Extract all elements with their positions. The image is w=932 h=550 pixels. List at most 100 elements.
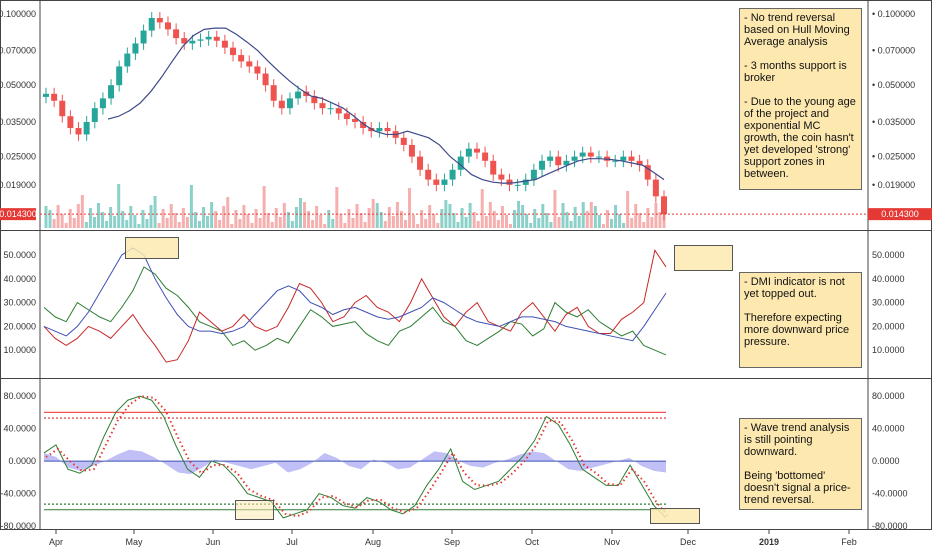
wt-y-tick-left: -40.0000 [0,489,36,499]
candle-body [116,66,123,86]
volume-bar [153,196,157,228]
candle-body [270,85,277,101]
candle-body [408,144,415,157]
wt-y-tick-right: 0.0000 [872,456,900,466]
volume-bar [622,223,626,228]
volume-bar [642,222,646,228]
volume-bar [56,205,60,228]
volume-bar [68,209,72,228]
candle-body [449,169,456,180]
candle-body [522,179,529,185]
volume-bar [173,213,177,228]
dmi-y-tick-left: 10.0000 [3,345,36,355]
volume-bar [181,208,185,228]
volume-bar [545,213,549,228]
volume-bar [448,204,452,228]
volume-bar [121,211,125,228]
candle-body [140,30,147,44]
volume-bar [137,224,141,228]
price-y-tick-left: 0.100000 [0,9,36,19]
candle-body [595,156,602,158]
price-y-tick-right: • 0.100000 [872,9,915,19]
volume-bar [169,204,173,228]
volume-bar [60,214,64,228]
dmi-series-line [43,266,667,356]
volume-bar [206,216,210,228]
candle-body [246,61,253,67]
volume-bar [597,215,601,228]
volume-bar [525,214,529,228]
candle-body [498,174,505,180]
volume-bar [258,218,262,228]
wt-histogram-area [44,449,666,475]
axes: Apr May Jun Jul Aug Sep Oct Nov Dec 2019 Feb 0.1000… [0,9,932,547]
x-tick-label: Feb [841,537,857,547]
volume-bar [484,216,488,228]
wt-y-tick-right: -40.0000 [872,489,908,499]
volume-bar [630,218,634,228]
dmi-panel[interactable] [43,247,667,363]
volume-bar [149,205,153,228]
candle-body [368,128,375,132]
volume-bar [553,190,557,228]
dmi-series-line [43,247,667,342]
volume-bar [614,205,618,228]
volume-bar [468,203,472,228]
candle-body [628,156,635,161]
volume-bar [476,221,480,228]
candle-body [506,179,513,185]
candle-body [465,148,472,157]
candle-body [238,55,245,62]
volume-bar [250,223,254,228]
candle-body [490,160,497,175]
volume-bar [226,197,230,228]
volume-bar [488,202,492,228]
volume-bar [391,216,395,228]
volume-bar [84,222,88,228]
candle-body [221,40,228,48]
candle-body [303,91,310,97]
volume-bar [129,206,133,228]
volume-bar [472,212,476,228]
price-y-tick-left: 0.070000 [0,46,36,56]
candle-body [181,38,188,44]
price-y-tick-right: • 0.025000 [872,152,915,162]
candle-body [286,98,293,109]
volume-bar [80,195,84,228]
volume-bar [363,222,367,228]
volume-bar [64,223,68,228]
candle-body [173,29,180,39]
volume-bar [367,208,371,228]
candle-body [295,91,302,99]
volume-bar [197,221,201,228]
wavetrend-panel[interactable] [43,395,669,519]
volume-bar [609,219,613,228]
x-tick-label: Nov [604,537,621,547]
volume-bar [517,201,521,228]
candle-body [327,108,334,110]
volume-bar [509,224,513,228]
candle-body [230,47,237,56]
volume-bar [88,208,92,228]
volume-bar [246,214,250,228]
volume-bar [113,216,117,228]
volume-bar [428,205,432,228]
volume-bar [145,219,149,228]
volume-bar [634,204,638,228]
volume-bar [141,210,145,228]
volume-bar [202,207,206,228]
volume-bar [218,220,222,228]
volume-bar [561,203,565,228]
last-price-label: 0.014300 [0,209,37,219]
volume-bar [650,217,654,228]
candle-body [620,156,627,161]
candle-body [197,39,204,41]
price-panel[interactable] [40,12,868,228]
candle-body [91,108,98,122]
candle-body [311,96,318,104]
candle-body [417,156,424,170]
volume-bar [117,184,121,228]
x-tick-label: Apr [49,537,63,547]
volume-bar [371,199,375,228]
